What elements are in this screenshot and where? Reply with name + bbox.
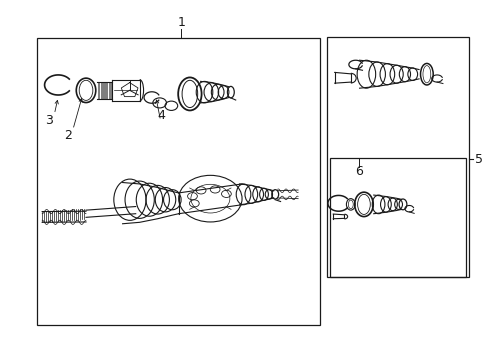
Text: 3: 3 [45, 114, 53, 127]
Text: 2: 2 [64, 129, 72, 142]
Bar [329, 158, 466, 277]
Text: 4: 4 [157, 109, 165, 122]
Text: 6: 6 [354, 165, 362, 177]
Bar [327, 37, 468, 277]
Bar [37, 39, 320, 325]
Text: 5: 5 [474, 153, 482, 166]
Text: 1: 1 [177, 16, 184, 29]
